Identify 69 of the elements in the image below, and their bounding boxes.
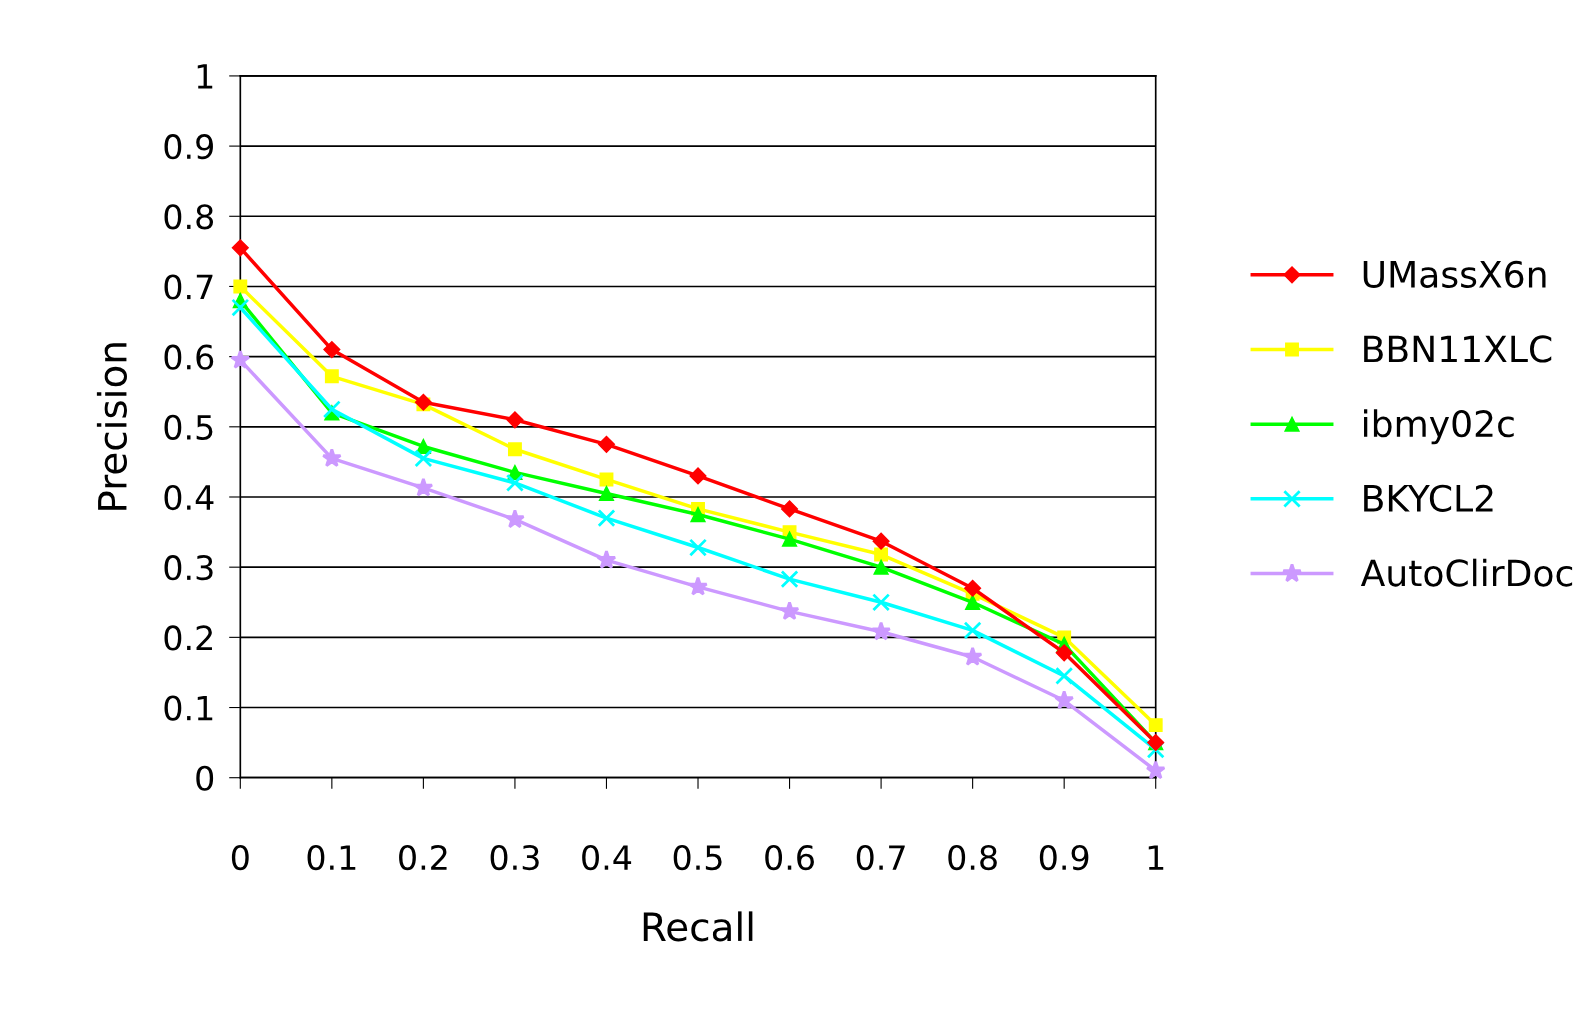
legend-label: UMassX6n — [1363, 260, 1546, 288]
x-axis-title: Recall — [643, 911, 753, 942]
x-tick-label: 0.5 — [673, 844, 722, 871]
y-axis-title: Precision — [96, 343, 127, 510]
point — [962, 646, 983, 666]
point — [780, 570, 799, 589]
y-tick-label: 0.8 — [164, 204, 214, 230]
x-tick-label: 0.8 — [948, 844, 997, 871]
legend-label: BKYCL2 — [1364, 484, 1493, 512]
y-tick-label: 0.1 — [164, 695, 213, 721]
point — [506, 411, 524, 429]
point — [414, 393, 432, 411]
point — [323, 341, 341, 359]
point — [779, 600, 800, 621]
point — [414, 449, 433, 468]
point — [872, 593, 891, 612]
point — [872, 532, 890, 550]
point — [689, 467, 707, 485]
point — [321, 447, 342, 468]
y-tick-label: 0.6 — [164, 344, 214, 370]
x-tick-label: 0.4 — [582, 844, 632, 871]
point — [596, 549, 617, 569]
y-tick-label: 0.5 — [164, 414, 213, 440]
x-tick-label: 0.6 — [765, 844, 814, 871]
point — [597, 435, 616, 453]
point — [1055, 644, 1073, 662]
point — [688, 538, 708, 557]
point — [871, 621, 892, 641]
point — [231, 298, 250, 317]
x-tick-label: 0 — [231, 844, 249, 871]
x-tick-label: 0.9 — [1039, 844, 1089, 871]
point — [874, 547, 889, 562]
x-tick-label: 0.7 — [856, 844, 905, 871]
point — [781, 531, 798, 547]
x-tick-label: 0.3 — [490, 844, 539, 871]
point — [507, 442, 522, 457]
point — [231, 239, 249, 257]
point — [1148, 718, 1163, 733]
point — [504, 509, 525, 529]
point — [688, 576, 708, 596]
y-tick-label: 0.9 — [164, 134, 213, 160]
y-tick-label: 0 — [196, 765, 214, 791]
x-tick-label: 0.1 — [307, 844, 356, 871]
point — [413, 477, 434, 497]
point — [780, 500, 799, 518]
point — [597, 509, 616, 528]
point — [964, 594, 981, 610]
point — [963, 621, 982, 640]
legend-label: BBN11XLC — [1364, 335, 1552, 363]
legend-label: AutoClirDoc — [1360, 558, 1573, 587]
point — [690, 506, 706, 523]
point — [233, 279, 248, 294]
point — [1054, 690, 1075, 710]
point — [1145, 760, 1166, 780]
y-tick-label: 0.2 — [164, 625, 212, 651]
x-tick-label: 0.2 — [399, 844, 447, 871]
y-tick-label: 0.4 — [164, 484, 214, 511]
y-tick-label: 0.3 — [164, 555, 213, 581]
point — [505, 473, 524, 492]
point — [598, 485, 615, 502]
point — [964, 579, 982, 597]
point — [873, 559, 889, 575]
y-tick-label: 0.7 — [164, 274, 213, 300]
point — [1055, 666, 1074, 685]
point — [324, 369, 339, 384]
point — [322, 400, 341, 419]
x-tick-label: 1 — [1148, 845, 1164, 870]
legend-label: ibmy02c — [1364, 409, 1514, 445]
y-tick-label: 1 — [197, 64, 213, 89]
